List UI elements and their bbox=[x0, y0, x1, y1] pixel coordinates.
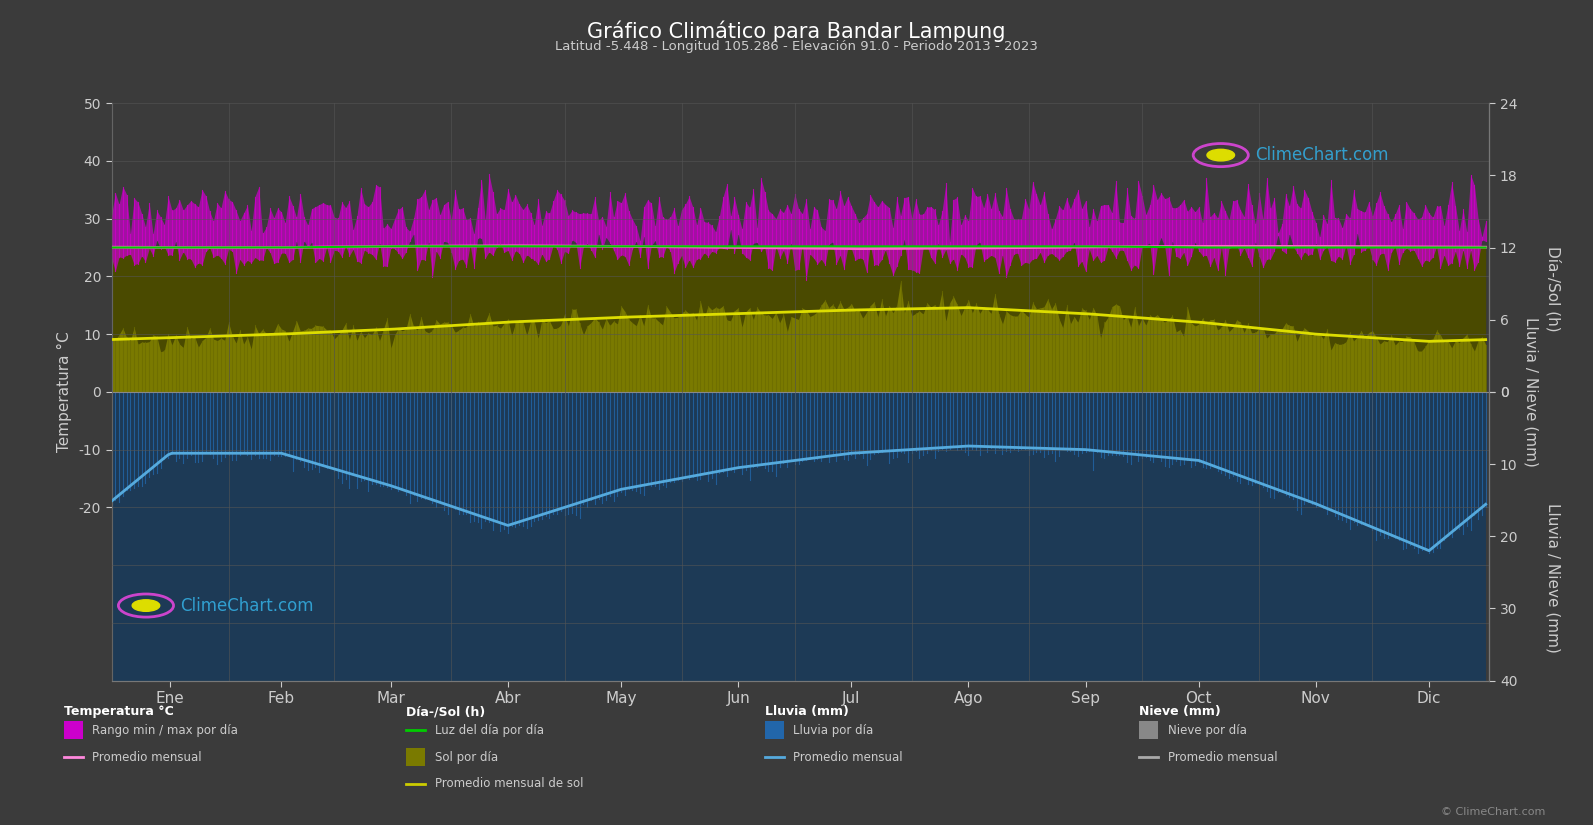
Text: Promedio mensual: Promedio mensual bbox=[1168, 751, 1278, 764]
Y-axis label: Temperatura °C: Temperatura °C bbox=[57, 332, 72, 452]
Text: Nieve (mm): Nieve (mm) bbox=[1139, 705, 1220, 719]
Text: Promedio mensual de sol: Promedio mensual de sol bbox=[435, 777, 583, 790]
Circle shape bbox=[1207, 149, 1235, 161]
Y-axis label: Lluvia / Nieve (mm): Lluvia / Nieve (mm) bbox=[1523, 317, 1539, 467]
Text: Lluvia / Nieve (mm): Lluvia / Nieve (mm) bbox=[1545, 502, 1561, 653]
Text: Promedio mensual: Promedio mensual bbox=[793, 751, 903, 764]
Text: Latitud -5.448 - Longitud 105.286 - Elevación 91.0 - Periodo 2013 - 2023: Latitud -5.448 - Longitud 105.286 - Elev… bbox=[554, 40, 1039, 53]
Text: Promedio mensual: Promedio mensual bbox=[92, 751, 202, 764]
Text: Día-/Sol (h): Día-/Sol (h) bbox=[1545, 246, 1561, 332]
Text: Día-/Sol (h): Día-/Sol (h) bbox=[406, 705, 486, 719]
Text: Temperatura °C: Temperatura °C bbox=[64, 705, 174, 719]
Text: © ClimeChart.com: © ClimeChart.com bbox=[1440, 807, 1545, 817]
Text: ClimeChart.com: ClimeChart.com bbox=[1255, 146, 1389, 164]
Text: Lluvia (mm): Lluvia (mm) bbox=[765, 705, 849, 719]
Text: ClimeChart.com: ClimeChart.com bbox=[180, 596, 314, 615]
Text: Gráfico Climático para Bandar Lampung: Gráfico Climático para Bandar Lampung bbox=[588, 21, 1005, 42]
Text: Luz del día por día: Luz del día por día bbox=[435, 724, 543, 737]
Text: Lluvia por día: Lluvia por día bbox=[793, 724, 873, 737]
Circle shape bbox=[132, 600, 159, 611]
Text: Rango min / max por día: Rango min / max por día bbox=[92, 724, 239, 737]
Text: Sol por día: Sol por día bbox=[435, 751, 499, 764]
Text: Nieve por día: Nieve por día bbox=[1168, 724, 1247, 737]
